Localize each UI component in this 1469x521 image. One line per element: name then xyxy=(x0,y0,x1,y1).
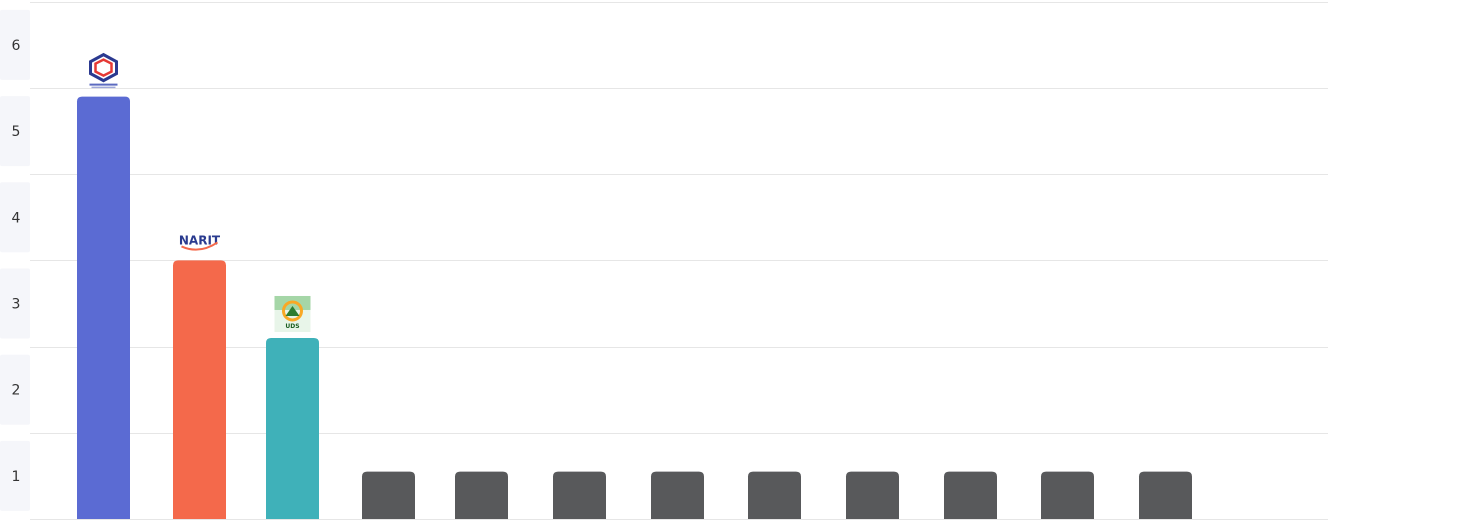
bars xyxy=(77,96,1192,520)
bar xyxy=(846,471,899,519)
grid-layer xyxy=(30,2,1328,520)
bar xyxy=(173,260,226,519)
y-tick-label: 2 xyxy=(12,383,21,399)
y-tick-label: 4 xyxy=(12,210,21,226)
y-tick-background xyxy=(0,9,30,80)
narit-logo: NARIT xyxy=(179,233,221,251)
bar xyxy=(553,471,606,519)
y-tick-background xyxy=(0,96,30,167)
bar xyxy=(266,337,319,519)
uds-logo-text: UDS xyxy=(285,323,299,330)
y-tick-label: 6 xyxy=(12,38,21,54)
bar xyxy=(362,471,415,519)
bar xyxy=(1041,471,1094,519)
narit-logo-text: NARIT xyxy=(179,233,221,247)
bar xyxy=(944,471,997,519)
bar xyxy=(651,471,704,519)
bar xyxy=(1139,471,1192,519)
y-tick-background xyxy=(0,354,30,425)
bar xyxy=(77,96,130,520)
uds-logo: UDS xyxy=(274,295,311,332)
bar-logos: NARIT UDS xyxy=(89,52,311,332)
y-tick-label: 5 xyxy=(12,124,21,140)
y-tick-label: 3 xyxy=(12,297,21,313)
y-tick-background xyxy=(0,182,30,253)
emblem-icon xyxy=(89,52,118,89)
y-axis: 1 2 3 4 5 6 xyxy=(0,9,30,511)
bar xyxy=(455,471,508,519)
y-tick-background xyxy=(0,440,30,511)
bar xyxy=(748,471,801,519)
y-tick-label: 1 xyxy=(12,469,21,485)
y-tick-background xyxy=(0,268,30,339)
